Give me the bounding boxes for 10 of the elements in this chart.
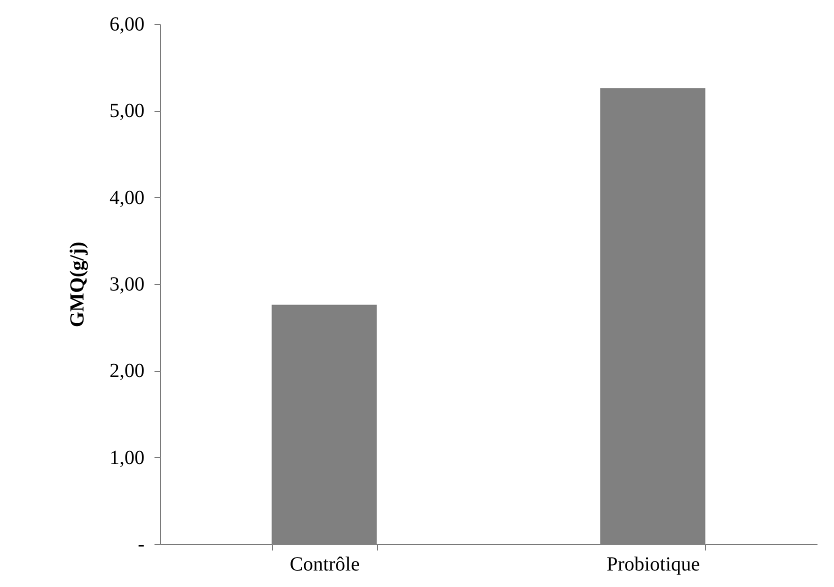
y-tick-label: 6,00 <box>110 14 144 36</box>
y-tick-label: 3,00 <box>110 274 144 296</box>
y-axis-title: GMQ(g/j) <box>66 242 88 328</box>
x-tick-label: Probiotique <box>606 554 700 576</box>
x-tick-label: Contrôle <box>290 554 360 576</box>
y-tick-label: 5,00 <box>110 100 144 122</box>
y-tick-label: 2,00 <box>110 360 144 382</box>
y-tick-label: 1,00 <box>110 446 144 469</box>
y-tick-label: - <box>138 534 144 556</box>
y-tick-label: 4,00 <box>110 186 144 209</box>
